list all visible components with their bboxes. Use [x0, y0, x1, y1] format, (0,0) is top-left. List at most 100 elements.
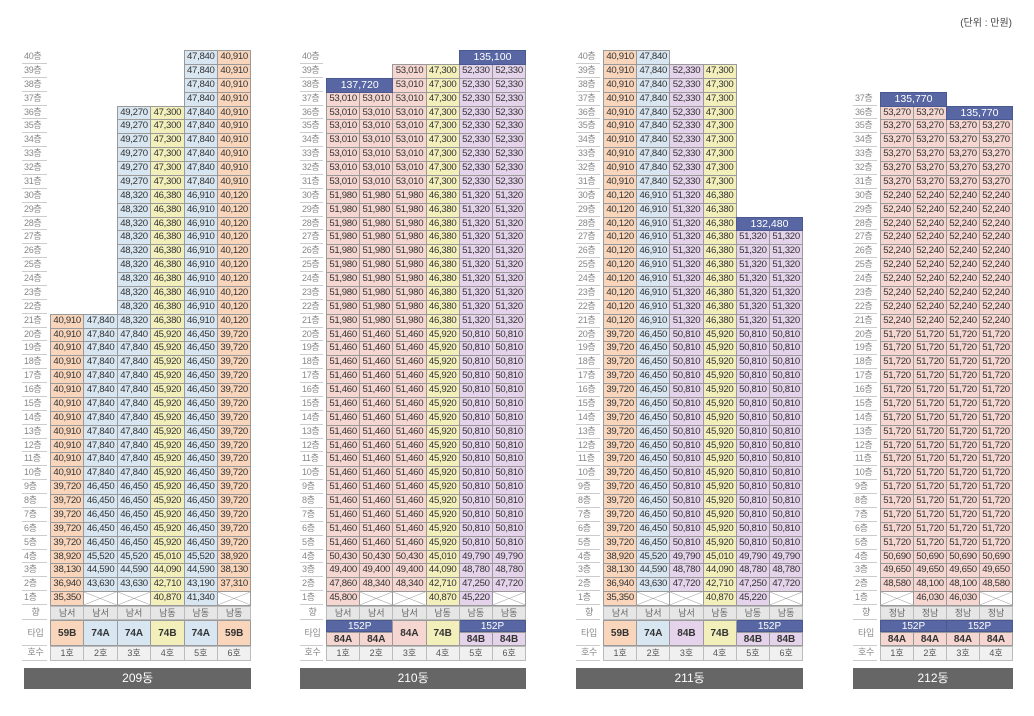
price-cell[interactable]: 46,380: [702, 299, 737, 315]
price-cell[interactable]: 51,320: [458, 285, 493, 301]
price-cell[interactable]: 46,450: [183, 341, 218, 357]
price-cell[interactable]: 52,240: [913, 230, 947, 246]
price-cell[interactable]: 51,320: [458, 299, 493, 315]
price-cell[interactable]: 45,520: [183, 549, 218, 565]
price-cell[interactable]: 45,920: [150, 438, 185, 454]
price-cell[interactable]: 40,120: [603, 285, 638, 301]
price-cell[interactable]: 48,320: [116, 299, 152, 315]
price-cell[interactable]: 40,120: [217, 230, 252, 246]
price-cell[interactable]: 52,240: [913, 258, 947, 273]
price-cell[interactable]: 52,240: [880, 313, 914, 329]
price-cell[interactable]: 51,460: [359, 396, 394, 412]
price-cell[interactable]: 49,400: [326, 563, 361, 579]
price-cell[interactable]: 51,720: [913, 535, 947, 551]
price-cell[interactable]: 51,720: [880, 535, 914, 551]
price-cell[interactable]: 52,330: [492, 63, 527, 79]
price-cell[interactable]: 50,810: [669, 535, 704, 551]
price-cell[interactable]: 46,380: [702, 272, 737, 287]
price-cell[interactable]: 51,320: [669, 230, 704, 246]
price-cell[interactable]: 49,270: [116, 161, 152, 176]
price-cell[interactable]: 53,270: [979, 161, 1013, 176]
price-cell[interactable]: 45,920: [150, 424, 185, 440]
price-cell[interactable]: 53,010: [359, 105, 394, 121]
price-cell[interactable]: 51,720: [880, 383, 914, 398]
price-cell[interactable]: 53,010: [359, 174, 394, 190]
price-cell[interactable]: 51,460: [326, 383, 361, 398]
price-cell[interactable]: 51,720: [979, 341, 1013, 357]
price-cell[interactable]: 53,270: [880, 119, 914, 135]
price-cell[interactable]: 52,330: [669, 133, 704, 149]
price-cell[interactable]: 53,010: [359, 161, 394, 176]
price-cell[interactable]: 51,720: [979, 480, 1013, 495]
penthouse-price-cell[interactable]: 135,770: [946, 105, 1013, 121]
price-cell[interactable]: 47,840: [116, 438, 152, 454]
price-cell[interactable]: 51,980: [359, 230, 394, 246]
price-cell[interactable]: 46,380: [425, 285, 460, 301]
price-cell[interactable]: 50,810: [458, 341, 493, 357]
price-cell[interactable]: 50,810: [769, 494, 804, 509]
price-cell[interactable]: 53,270: [913, 105, 947, 121]
price-cell[interactable]: 51,720: [913, 341, 947, 357]
price-cell[interactable]: 44,590: [183, 563, 218, 579]
price-cell[interactable]: 51,720: [979, 507, 1013, 523]
price-cell[interactable]: 39,720: [217, 424, 252, 440]
price-cell[interactable]: 45,920: [425, 507, 460, 523]
price-cell[interactable]: 51,720: [946, 466, 980, 482]
price-cell[interactable]: 50,810: [735, 327, 770, 343]
price-cell[interactable]: 51,720: [913, 452, 947, 468]
price-cell[interactable]: 51,720: [979, 521, 1013, 537]
price-cell[interactable]: 51,460: [392, 466, 427, 482]
price-cell[interactable]: 50,810: [458, 327, 493, 343]
price-cell[interactable]: 50,810: [735, 369, 770, 384]
price-cell[interactable]: 46,450: [636, 438, 671, 454]
price-cell[interactable]: 44,090: [702, 563, 737, 579]
price-cell[interactable]: 51,720: [946, 383, 980, 398]
price-cell[interactable]: 46,450: [116, 480, 152, 495]
price-cell[interactable]: 46,450: [183, 396, 218, 412]
price-cell[interactable]: 47,300: [425, 119, 460, 135]
price-cell[interactable]: 39,720: [217, 383, 252, 398]
price-cell[interactable]: 38,130: [603, 563, 638, 579]
price-cell[interactable]: 39,720: [217, 535, 252, 551]
price-cell[interactable]: 46,450: [183, 521, 218, 537]
price-cell[interactable]: 39,720: [217, 507, 252, 523]
price-cell[interactable]: 50,810: [769, 383, 804, 398]
price-cell[interactable]: 52,240: [979, 272, 1013, 287]
price-cell[interactable]: 48,100: [946, 577, 980, 593]
price-cell[interactable]: 45,920: [150, 535, 185, 551]
price-cell[interactable]: 53,010: [359, 147, 394, 162]
price-cell[interactable]: 46,910: [636, 216, 671, 232]
price-cell[interactable]: 45,220: [735, 591, 770, 606]
price-cell[interactable]: 52,240: [979, 202, 1013, 218]
price-cell[interactable]: 40,910: [603, 174, 638, 190]
price-cell[interactable]: 45,010: [150, 549, 185, 565]
price-cell[interactable]: 46,380: [150, 272, 185, 287]
price-cell[interactable]: 52,330: [492, 105, 527, 121]
price-cell[interactable]: 40,910: [603, 63, 638, 79]
price-cell[interactable]: 51,980: [392, 272, 427, 287]
price-cell[interactable]: 47,840: [83, 313, 118, 329]
price-cell[interactable]: 45,520: [636, 549, 671, 565]
price-cell[interactable]: 39,720: [603, 424, 638, 440]
price-cell[interactable]: 45,920: [702, 369, 737, 384]
price-cell[interactable]: 45,920: [150, 355, 185, 371]
price-cell[interactable]: 39,720: [50, 521, 85, 537]
price-cell[interactable]: 53,270: [880, 161, 914, 176]
price-cell[interactable]: 48,780: [769, 563, 804, 579]
price-cell[interactable]: 47,840: [116, 383, 152, 398]
price-cell[interactable]: 47,300: [425, 147, 460, 162]
price-cell[interactable]: 39,720: [603, 452, 638, 468]
price-cell[interactable]: 52,240: [946, 272, 980, 287]
price-cell[interactable]: 51,320: [669, 202, 704, 218]
price-cell[interactable]: 49,790: [769, 549, 804, 565]
price-cell[interactable]: 52,240: [913, 202, 947, 218]
price-cell[interactable]: 40,910: [217, 161, 252, 176]
price-cell[interactable]: 50,810: [735, 383, 770, 398]
price-cell[interactable]: 46,380: [702, 258, 737, 273]
price-cell[interactable]: 39,720: [50, 480, 85, 495]
price-cell[interactable]: 51,980: [359, 258, 394, 273]
price-cell[interactable]: 49,270: [116, 105, 152, 121]
price-cell[interactable]: 39,720: [50, 494, 85, 509]
price-cell[interactable]: 40,910: [50, 313, 85, 329]
price-cell[interactable]: 50,810: [735, 507, 770, 523]
